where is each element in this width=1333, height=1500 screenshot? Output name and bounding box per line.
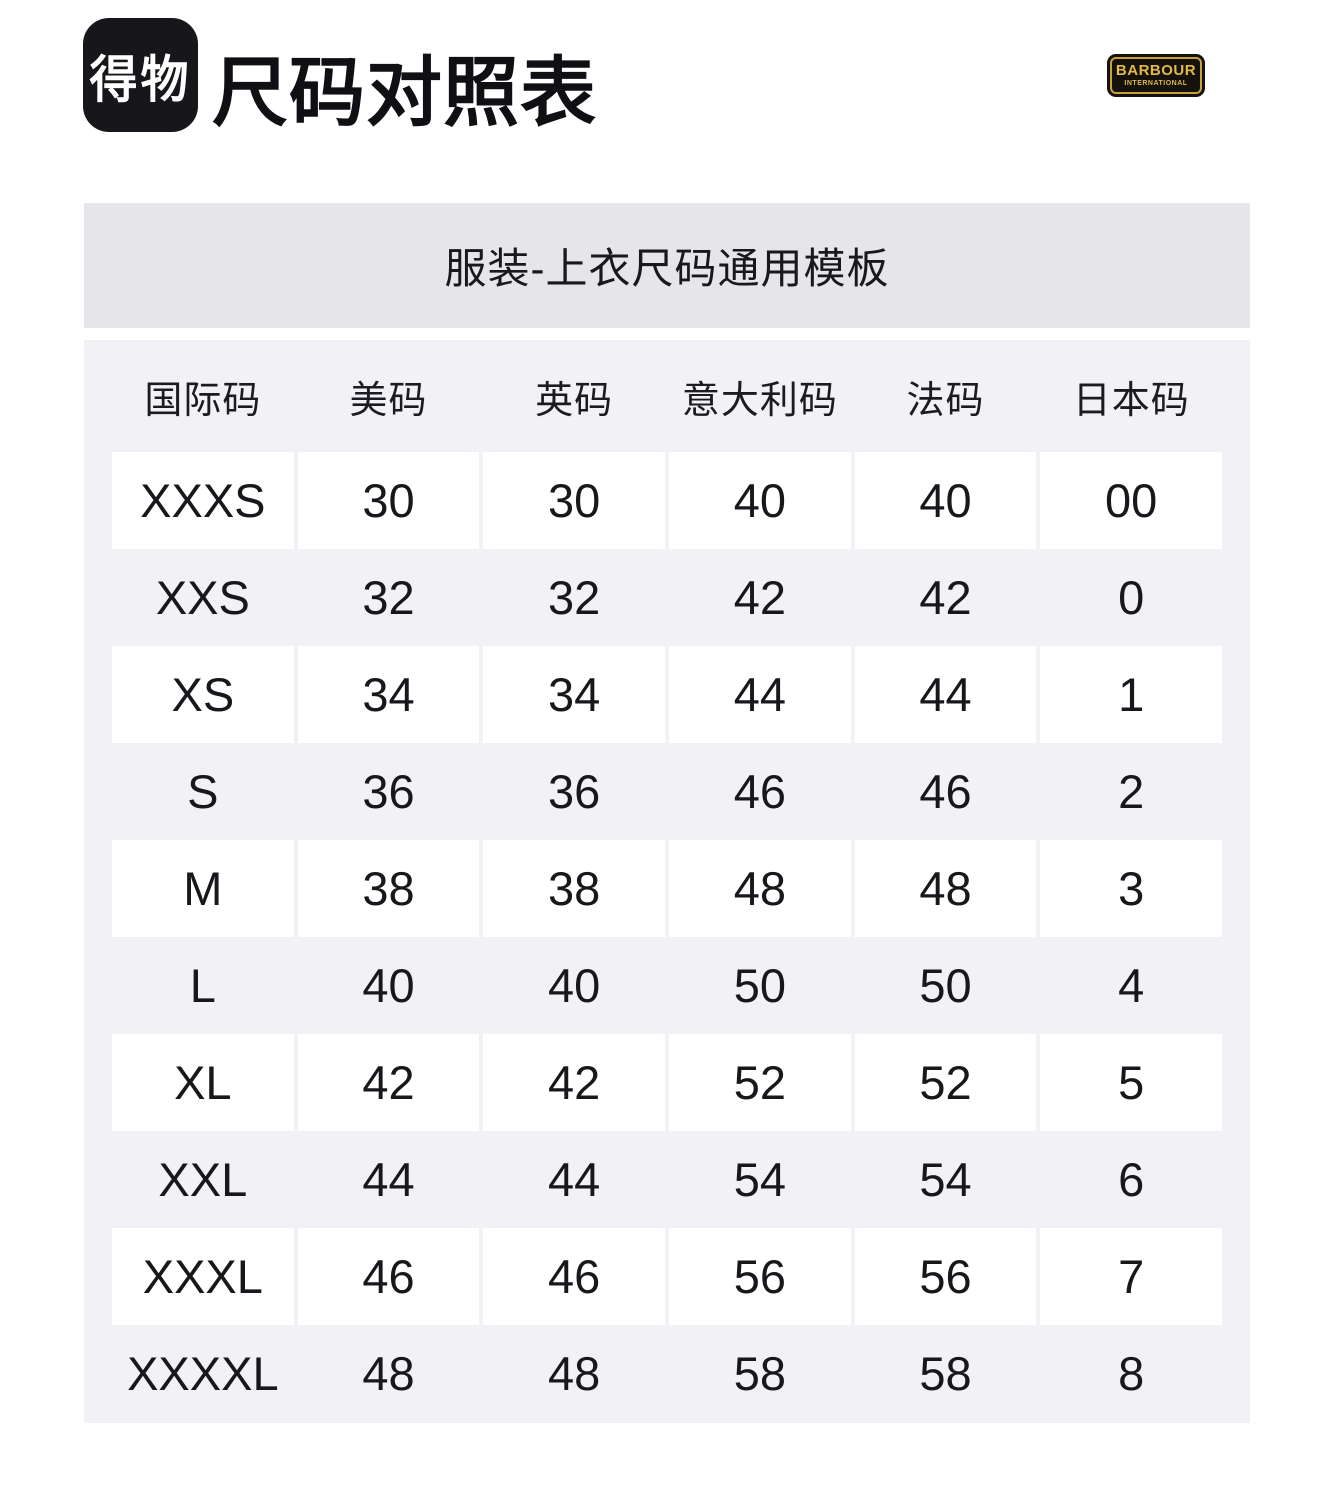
data-cell: 1: [1040, 646, 1223, 743]
table-row: S 36 36 46 46 2: [112, 743, 1222, 840]
data-cell: 46: [297, 1228, 480, 1325]
data-cell: 32: [362, 571, 415, 624]
barbour-brand-subtext: INTERNATIONAL: [1124, 80, 1188, 87]
table-row: XXXL 46 46 56 56 7: [112, 1228, 1223, 1325]
data-cell: 40: [362, 959, 415, 1012]
data-cell: 38: [297, 840, 480, 937]
header-cell: 美码: [349, 379, 428, 422]
barbour-brand-text: BARBOUR: [1115, 62, 1197, 79]
data-cell: 2: [1118, 765, 1145, 818]
data-cell: 58: [733, 1347, 786, 1400]
data-cell: 3: [1040, 840, 1223, 937]
data-cell: L: [189, 959, 216, 1012]
data-cell: XL: [112, 1034, 294, 1131]
data-cell: 46: [483, 1228, 666, 1325]
data-cell: XXS: [155, 571, 250, 624]
data-cell: 8: [1118, 1347, 1145, 1400]
table-row: XXXXL 48 48 58 58 8: [112, 1325, 1222, 1422]
barbour-badge-frame: BARBOUR INTERNATIONAL: [1110, 57, 1202, 94]
data-cell: 40: [854, 452, 1037, 549]
table-row: XXL 44 44 54 54 6: [112, 1131, 1222, 1228]
page-title: 尺码对照表: [212, 51, 597, 136]
data-cell: 42: [919, 571, 972, 624]
data-cell: 42: [483, 1034, 666, 1131]
data-cell: 44: [548, 1153, 601, 1206]
table-row: M 38 38 48 48 3: [112, 840, 1223, 937]
data-cell: 44: [362, 1153, 415, 1206]
dewu-logo-text: 得物: [89, 52, 192, 109]
header-cell: 日本码: [1072, 379, 1190, 422]
data-cell: 48: [548, 1347, 601, 1400]
data-cell: 6: [1118, 1153, 1145, 1206]
table-row: XXXS 30 30 40 40 00: [112, 452, 1223, 549]
data-cell: 32: [548, 571, 601, 624]
table-header-row: 国际码 美码 英码 意大利码 法码 日本码: [112, 340, 1222, 452]
data-cell: 48: [362, 1347, 415, 1400]
data-cell: 30: [297, 452, 480, 549]
data-cell: XXXS: [112, 452, 294, 549]
data-cell: 50: [919, 959, 972, 1012]
data-cell: 36: [362, 765, 415, 818]
data-cell: 00: [1040, 452, 1223, 549]
data-cell: XS: [112, 646, 294, 743]
barbour-badge: BARBOUR INTERNATIONAL: [1107, 54, 1205, 97]
data-cell: 54: [733, 1153, 786, 1206]
data-cell: 54: [919, 1153, 972, 1206]
data-cell: 50: [733, 959, 786, 1012]
data-cell: 46: [919, 765, 972, 818]
data-cell: 56: [854, 1228, 1037, 1325]
header-cell: 法码: [906, 379, 985, 422]
data-cell: 44: [854, 646, 1037, 743]
data-cell: XXL: [158, 1153, 248, 1206]
data-cell: M: [112, 840, 294, 937]
header-cell: 英码: [535, 379, 614, 422]
data-cell: 46: [733, 765, 786, 818]
data-cell: 0: [1118, 571, 1145, 624]
data-cell: 38: [483, 840, 666, 937]
template-banner: 服装-上衣尺码通用模板: [84, 203, 1250, 328]
dewu-logo: 得物: [83, 18, 198, 132]
banner-title: 服装-上衣尺码通用模板: [444, 245, 890, 292]
data-cell: XXXXL: [127, 1347, 279, 1400]
data-cell: 56: [669, 1228, 851, 1325]
data-cell: 52: [854, 1034, 1037, 1131]
data-cell: 52: [669, 1034, 851, 1131]
data-cell: 44: [669, 646, 851, 743]
data-cell: 4: [1118, 959, 1145, 1012]
header-cell: 意大利码: [681, 379, 838, 422]
data-cell: 48: [854, 840, 1037, 937]
table-row: L 40 40 50 50 4: [112, 937, 1222, 1034]
data-cell: 40: [669, 452, 851, 549]
data-cell: 42: [297, 1034, 480, 1131]
data-cell: 42: [733, 571, 786, 624]
data-cell: 30: [483, 452, 666, 549]
data-cell: 40: [548, 959, 601, 1012]
data-cell: XXXL: [112, 1228, 294, 1325]
data-cell: 58: [919, 1347, 972, 1400]
table-row: XS 34 34 44 44 1: [112, 646, 1223, 743]
header-cell: 国际码: [144, 379, 262, 422]
data-cell: 34: [483, 646, 666, 743]
table-row: XL 42 42 52 52 5: [112, 1034, 1223, 1131]
data-cell: 5: [1040, 1034, 1223, 1131]
data-cell: S: [187, 765, 219, 818]
size-table: 国际码 美码 英码 意大利码 法码 日本码 XXXS 30 30 40 40 00 XXS 32 32 42 4…: [84, 340, 1250, 1423]
data-cell: 7: [1040, 1228, 1223, 1325]
table-row: XXS 32 32 42 42 0: [112, 549, 1222, 646]
data-cell: 34: [297, 646, 480, 743]
data-cell: 36: [548, 765, 601, 818]
data-cell: 48: [669, 840, 851, 937]
